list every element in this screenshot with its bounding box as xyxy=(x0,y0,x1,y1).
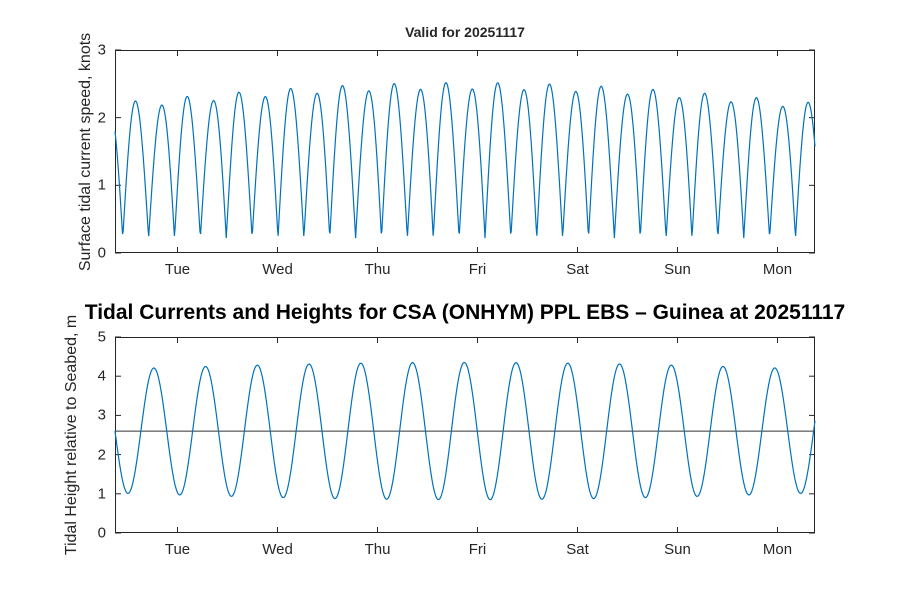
y-tick-label: 2 xyxy=(97,109,106,127)
surface-current-speed-curve xyxy=(114,82,816,239)
current-speed-plot xyxy=(114,49,816,254)
y-tick-label: 1 xyxy=(97,176,106,194)
x-tick-label: Sun xyxy=(664,541,691,558)
tidal-height-chart: Tidal Height relative to Seabed, m Tue We… xyxy=(63,315,816,557)
current-speed-chart: Valid for 20251117 Surface tidal current… xyxy=(77,24,816,277)
tidal-height-curve xyxy=(114,361,816,501)
x-tick-label: Fri xyxy=(468,261,487,278)
y-tick-label: 5 xyxy=(97,328,106,346)
valid-date-title: Valid for 20251117 xyxy=(405,24,525,40)
figure-title: Tidal Currents and Heights for CSA (ONHY… xyxy=(84,301,846,324)
y-tick-label: 3 xyxy=(97,406,106,424)
y-tick-label: 0 xyxy=(97,524,106,542)
x-tick-label: Wed xyxy=(262,541,293,558)
tidal-height-plot xyxy=(114,336,816,534)
x-tick-label: Mon xyxy=(762,541,793,558)
tidal-height-ylabel: Tidal Height relative to Seabed, m xyxy=(63,314,80,556)
y-tick-label: 0 xyxy=(97,244,106,262)
y-tick-label: 4 xyxy=(97,367,106,385)
x-tick-label: Fri xyxy=(468,541,487,558)
x-tick-label: Sun xyxy=(664,261,691,278)
x-tick-label: Sat xyxy=(566,541,589,558)
x-tick-label: Tue xyxy=(164,541,191,558)
y-tick-label: 2 xyxy=(97,446,106,464)
x-tick-label: Sat xyxy=(566,261,589,278)
y-tick-label: 3 xyxy=(97,41,106,59)
current-speed-ylabel: Surface tidal current speed, knots xyxy=(77,32,94,271)
x-tick-label: Tue xyxy=(164,261,191,278)
y-tick-label: 1 xyxy=(97,485,106,503)
x-tick-label: Thu xyxy=(364,541,391,558)
x-tick-label: Wed xyxy=(262,261,293,278)
x-tick-label: Mon xyxy=(762,261,793,278)
axes-box xyxy=(115,50,815,253)
x-tick-label: Thu xyxy=(364,261,391,278)
